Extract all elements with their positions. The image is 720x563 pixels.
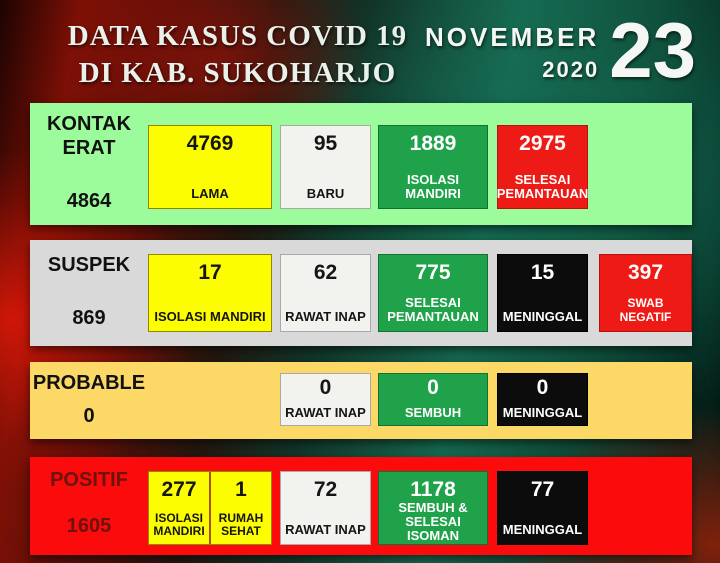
row-name: KONTAK ERAT (46, 113, 132, 159)
card-meninggal-positif: 77 MENINGGAL (497, 471, 588, 545)
card-isolasi-mandiri-suspek: 17 ISOLASI MANDIRI (148, 254, 272, 332)
card-value: 0 (319, 376, 332, 399)
card-value: 397 (627, 261, 664, 284)
card-label: SWAB NEGATIF (619, 296, 672, 324)
card-label: RAWAT INAP (285, 522, 366, 537)
card-label: RAWAT INAP (285, 309, 366, 324)
card-value: 62 (313, 261, 338, 284)
date-block: NOVEMBER 2020 23 (425, 8, 696, 92)
card-label: SELESAI PEMANTAUAN (496, 172, 589, 201)
card-label: RAWAT INAP (285, 405, 366, 420)
card-selesai-pemantauan-kontak: 2975 SELESAI PEMANTAUAN (497, 125, 588, 209)
card-rawat-inap-positif: 72 RAWAT INAP (280, 471, 371, 545)
card-meninggal-suspek: 15 MENINGGAL (497, 254, 588, 332)
row-name: SUSPEK (47, 254, 131, 276)
card-value: 277 (161, 478, 197, 501)
card-swab-negatif: 397 SWAB NEGATIF (599, 254, 692, 332)
month-year: NOVEMBER 2020 (425, 22, 599, 83)
card-label: MENINGGAL (502, 405, 583, 420)
row-total: 1605 (66, 515, 112, 537)
row-label-kontak-erat: KONTAK ERAT 4864 (30, 103, 148, 225)
row-label-positif: POSITIF 1605 (30, 457, 148, 555)
card-value: 72 (313, 478, 338, 501)
card-value: 0 (427, 376, 439, 399)
card-baru: 95 BARU (280, 125, 371, 209)
card-label: ISOLASI MANDIRI (405, 172, 461, 201)
card-value: 15 (530, 261, 555, 284)
cell-rumah-sehat: 1 RUMAH SEHAT (209, 472, 271, 544)
panel-probable: PROBABLE 0 0 RAWAT INAP 0 SEMBUH 0 MENIN… (30, 362, 692, 439)
card-label: MENINGGAL (502, 309, 583, 324)
panel-kontak-erat: KONTAK ERAT 4864 4769 LAMA 95 BARU 1889 … (30, 103, 692, 225)
card-rawat-inap-probable: 0 RAWAT INAP (280, 373, 371, 426)
card-value: 17 (198, 261, 222, 284)
card-isolasi-mandiri-rumah-sehat: 277 ISOLASI MANDIRI 1 RUMAH SEHAT (148, 471, 272, 545)
title-line-1: DATA KASUS COVID 19 (67, 20, 408, 52)
date-month: NOVEMBER (424, 22, 600, 52)
card-label: MENINGGAL (502, 522, 583, 537)
date-day: 23 (609, 6, 696, 94)
card-label: SEMBUH (404, 405, 462, 420)
row-total: 0 (83, 405, 95, 427)
card-lama: 4769 LAMA (148, 125, 272, 209)
card-value: 1 (235, 478, 247, 501)
card-sembuh-probable: 0 SEMBUH (378, 373, 488, 426)
row-label-probable: PROBABLE 0 (30, 362, 148, 439)
row-total: 869 (72, 307, 106, 329)
page-title: DATA KASUS COVID 19 DI KAB. SUKOHARJO (35, 18, 440, 92)
card-label: RUMAH SEHAT (218, 511, 264, 538)
panel-suspek: SUSPEK 869 17 ISOLASI MANDIRI 62 RAWAT I… (30, 240, 692, 346)
row-name: POSITIF (50, 469, 128, 491)
card-label: SELESAI PEMANTAUAN (387, 295, 479, 324)
card-label: LAMA (191, 186, 229, 201)
card-value: 95 (313, 132, 338, 155)
card-meninggal-probable: 0 MENINGGAL (497, 373, 588, 426)
card-label: ISOLASI MANDIRI (154, 309, 266, 324)
date-year: 2020 (542, 57, 600, 82)
card-value: 1889 (409, 132, 457, 155)
card-value: 2975 (519, 132, 566, 155)
card-value: 4769 (186, 132, 234, 155)
row-total: 4864 (66, 190, 112, 212)
card-rawat-inap-suspek: 62 RAWAT INAP (280, 254, 371, 332)
card-label: SEMBUH & SELESAI ISOMAN (398, 500, 468, 543)
row-label-suspek: SUSPEK 869 (30, 240, 148, 346)
card-value: 77 (530, 478, 555, 501)
card-label: ISOLASI MANDIRI (153, 511, 205, 538)
row-name: PROBABLE (32, 372, 146, 394)
card-value: 1178 (410, 478, 456, 501)
card-sembuh-selesai-isoman: 1178 SEMBUH & SELESAI ISOMAN (378, 471, 488, 545)
card-value: 0 (536, 376, 549, 399)
panel-positif: POSITIF 1605 277 ISOLASI MANDIRI 1 RUMAH… (30, 457, 692, 555)
card-selesai-pemantauan-suspek: 775 SELESAI PEMANTAUAN (378, 254, 488, 332)
card-label: BARU (306, 186, 345, 201)
cell-isolasi-mandiri-positif: 277 ISOLASI MANDIRI (149, 472, 209, 544)
card-value: 775 (415, 261, 451, 284)
card-isolasi-mandiri-kontak: 1889 ISOLASI MANDIRI (378, 125, 488, 209)
title-line-2: DI KAB. SUKOHARJO (78, 57, 397, 89)
